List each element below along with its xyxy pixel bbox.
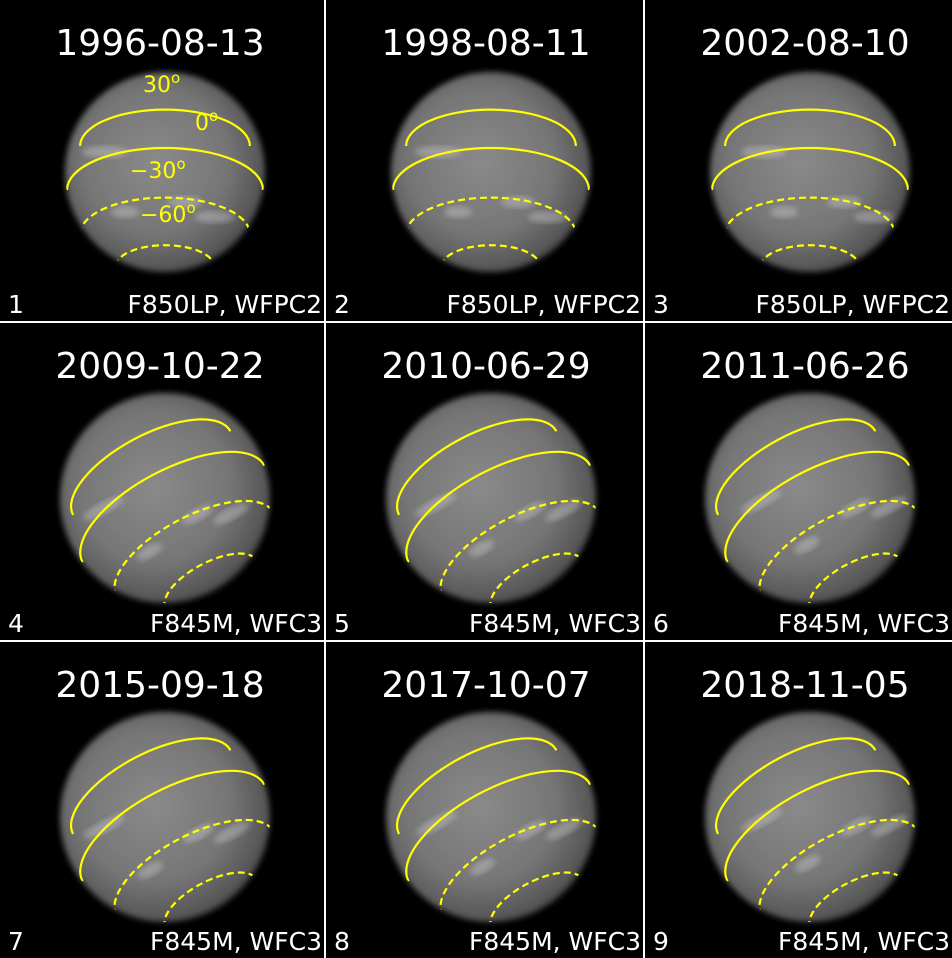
cloud: [770, 206, 798, 218]
planet: [391, 72, 591, 272]
planet: [710, 72, 910, 272]
date: 1998-08-11: [381, 23, 590, 64]
panel-number: 6: [653, 609, 669, 638]
panel-number: 9: [653, 927, 669, 956]
cloud: [444, 206, 472, 218]
planet: [705, 712, 915, 922]
date: 2009-10-22: [55, 346, 264, 387]
filter-instrument: F845M, WFC3: [469, 927, 641, 956]
degree-sign: o: [209, 107, 218, 125]
date: 2018-11-05: [700, 665, 909, 706]
filter-instrument: F845M, WFC3: [150, 609, 322, 638]
date: 2017-10-07: [381, 665, 590, 706]
latitude-value: −60: [140, 203, 186, 228]
planet: [705, 393, 915, 603]
planet: [386, 712, 596, 922]
filter-instrument: F850LP, WFPC2: [755, 290, 950, 319]
panel-number: 7: [8, 927, 24, 956]
cloud: [111, 206, 139, 218]
date: 2011-06-26: [700, 346, 909, 387]
filter-instrument: F845M, WFC3: [778, 927, 950, 956]
date: 2015-09-18: [55, 665, 264, 706]
latitude-value: 30: [143, 73, 171, 98]
panel-number: 1: [8, 290, 24, 319]
panel-number: 8: [334, 927, 350, 956]
filter-instrument: F850LP, WFPC2: [127, 290, 322, 319]
filter-instrument: F845M, WFC3: [778, 609, 950, 638]
degree-sign: o: [186, 199, 195, 217]
figure: 1996-08-13 1 F850LP, WFPC2 1998-08-11 2 F850L…: [0, 0, 952, 958]
latitude-value: 0: [195, 111, 209, 136]
panel-number: 5: [334, 609, 350, 638]
filter-instrument: F845M, WFC3: [469, 609, 641, 638]
planet: [60, 712, 270, 922]
panel-number: 4: [8, 609, 24, 638]
degree-sign: o: [171, 69, 180, 87]
degree-sign: o: [176, 155, 185, 173]
cloud: [827, 196, 861, 208]
filter-instrument: F845M, WFC3: [150, 927, 322, 956]
date: 2010-06-29: [381, 346, 590, 387]
latitude-value: −30: [130, 159, 176, 184]
cloud: [195, 211, 235, 223]
panel-number: 2: [334, 290, 350, 319]
planet: [386, 393, 596, 603]
date: 1996-08-13: [55, 23, 264, 64]
planet: [60, 393, 270, 603]
filter-instrument: F850LP, WFPC2: [446, 290, 641, 319]
panel-number: 3: [653, 290, 669, 319]
date: 2002-08-10: [700, 23, 909, 64]
